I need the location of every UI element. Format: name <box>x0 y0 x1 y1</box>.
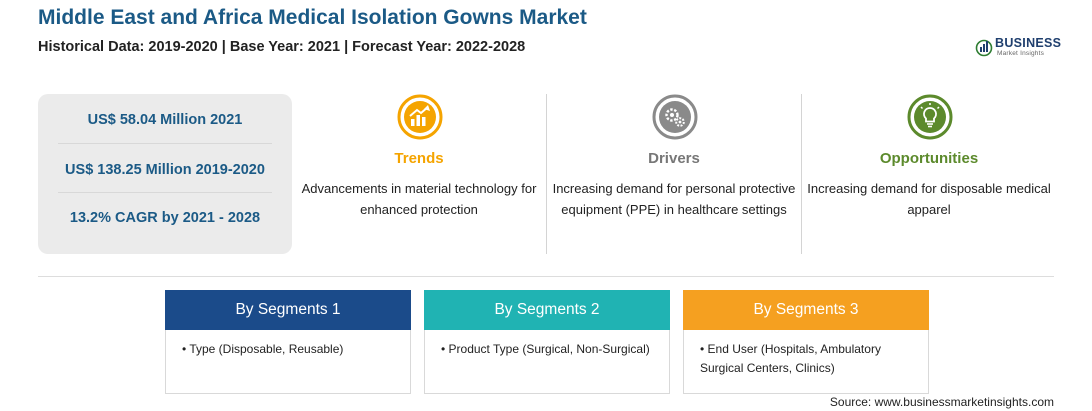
opportunities-title: Opportunities <box>879 150 979 167</box>
segment-card-2: By Segments 2 • Product Type (Surgical, … <box>424 290 670 394</box>
column-divider <box>801 94 802 254</box>
drivers-title: Drivers <box>648 150 700 167</box>
section-divider <box>38 276 1054 277</box>
segment-3-item: • End User (Hospitals, Ambulatory Surgic… <box>700 342 881 375</box>
cagr-value: 13.2% CAGR by 2021 - 2028 <box>69 210 261 226</box>
stat-divider <box>58 192 272 193</box>
company-logo: BUSINESS Market Insights <box>975 36 1065 60</box>
market-size-2021: US$ 58.04 Million 2021 <box>87 112 243 128</box>
trends-title: Trends <box>394 150 444 167</box>
growth-chart-icon <box>397 94 443 140</box>
logo-name: BUSINESS <box>995 36 1062 50</box>
trends-text: Advancements in material technology for … <box>301 181 537 217</box>
opportunities-text: Increasing demand for disposable medical… <box>807 181 1051 217</box>
source-note: Source: www.businessmarketinsights.com <box>829 395 1054 409</box>
segment-2-item: • Product Type (Surgical, Non-Surgical) <box>441 342 650 356</box>
page-subtitle: Historical Data: 2019-2020 | Base Year: … <box>38 39 526 55</box>
page-title: Middle East and Africa Medical Isolation… <box>38 6 587 29</box>
lightbulb-icon <box>907 94 953 140</box>
segment-card-1: By Segments 1 • Type (Disposable, Reusab… <box>165 290 411 394</box>
logo-tagline: Market Insights <box>997 50 1045 57</box>
globe-logo-icon <box>975 39 993 57</box>
segment-2-header: By Segments 2 <box>424 290 670 330</box>
segment-1-header: By Segments 1 <box>165 290 411 330</box>
market-size-historical: US$ 138.25 Million 2019-2020 <box>65 162 265 178</box>
segment-card-3: By Segments 3 • End User (Hospitals, Amb… <box>683 290 929 394</box>
key-stats-panel: US$ 58.04 Million 2021 US$ 138.25 Millio… <box>38 94 292 254</box>
drivers-text: Increasing demand for personal protectiv… <box>552 181 796 217</box>
stat-divider <box>58 143 272 144</box>
segment-3-header: By Segments 3 <box>683 290 929 330</box>
gears-icon <box>652 94 698 140</box>
segment-1-item: • Type (Disposable, Reusable) <box>182 342 344 356</box>
column-divider <box>546 94 547 254</box>
